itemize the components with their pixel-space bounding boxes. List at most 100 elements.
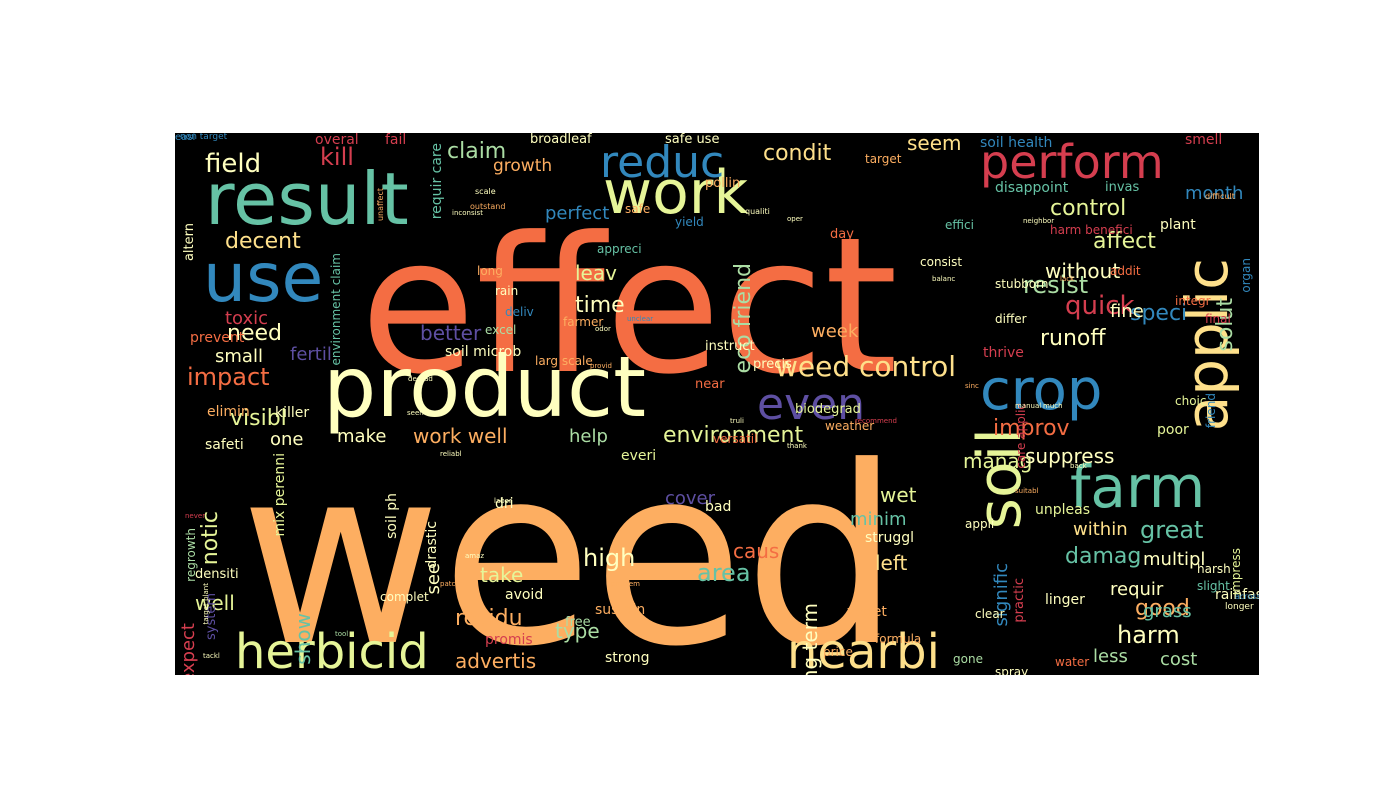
cloud-word: everi xyxy=(621,448,657,464)
cloud-word: long term xyxy=(798,603,822,675)
cloud-word: non target xyxy=(180,133,228,142)
cloud-word: slight xyxy=(1197,579,1230,593)
cloud-word: water xyxy=(1055,655,1090,669)
cloud-word: manual xyxy=(1015,402,1042,410)
cloud-word: multipl xyxy=(1143,549,1206,570)
cloud-word: recommend xyxy=(855,417,897,425)
cloud-word: farmer xyxy=(563,315,604,329)
cloud-word: kill xyxy=(320,143,354,171)
cloud-word: improv xyxy=(993,416,1070,441)
cloud-word: impress xyxy=(1229,548,1243,596)
cloud-word: grass xyxy=(1143,601,1192,622)
cloud-word: damag xyxy=(1065,544,1142,569)
cloud-word: patch xyxy=(440,580,460,588)
cloud-word: good xyxy=(1135,596,1190,621)
cloud-word: drastic xyxy=(424,521,440,569)
cloud-word: pollin xyxy=(705,176,741,191)
cloud-word: soil health xyxy=(980,135,1053,151)
cloud-word: instruct xyxy=(705,339,755,354)
cloud-word: weed control xyxy=(775,350,957,383)
cloud-word: target plant xyxy=(202,583,210,625)
cloud-word: complet xyxy=(380,590,429,604)
cloud-word: cost xyxy=(1160,649,1198,670)
cloud-word: nearbi xyxy=(787,624,940,675)
cloud-word: unpleas xyxy=(1035,502,1091,518)
cloud-word: densiti xyxy=(195,567,239,582)
cloud-word: farm xyxy=(1070,453,1206,521)
cloud-word: growth xyxy=(493,156,553,176)
cloud-word: runoff xyxy=(1040,326,1106,351)
cloud-word: week xyxy=(811,321,859,342)
cloud-word: even xyxy=(757,379,866,430)
cloud-word: show xyxy=(291,613,315,665)
cloud-word: truli xyxy=(730,417,744,425)
cloud-word: unclear xyxy=(627,315,654,323)
cloud-word: tool xyxy=(335,630,349,638)
cloud-word: residu xyxy=(455,606,523,631)
cloud-word: make xyxy=(337,426,387,447)
cloud-word: requir care xyxy=(429,143,445,220)
cloud-word: within xyxy=(1073,519,1128,540)
cloud-word: harm xyxy=(1117,621,1180,649)
cloud-word: affect xyxy=(1093,229,1156,254)
cloud-word: harm benefici xyxy=(1050,223,1133,237)
cloud-word: perfect xyxy=(545,203,610,224)
cloud-word: eco friend xyxy=(731,263,756,374)
cloud-word: practic xyxy=(1012,578,1027,623)
cloud-word: left xyxy=(875,551,908,575)
cloud-word: condit xyxy=(763,141,832,166)
cloud-word: day xyxy=(830,227,854,242)
cloud-word: integr xyxy=(1175,294,1211,308)
cloud-word: product xyxy=(323,338,647,436)
cloud-word: precis xyxy=(753,357,792,372)
cloud-word: promis xyxy=(485,632,533,648)
cloud-word: suppress xyxy=(1025,444,1115,468)
cloud-word: much xyxy=(1043,402,1063,410)
cloud-word: requir xyxy=(1110,579,1164,600)
cloud-word: expect xyxy=(178,623,199,675)
cloud-word: work xyxy=(603,158,749,228)
cloud-word: quick xyxy=(1065,291,1135,321)
cloud-word: friend xyxy=(1204,393,1218,429)
cloud-word: overal xyxy=(315,133,359,148)
cloud-word: sustain xyxy=(595,602,646,618)
cloud-word: oper xyxy=(787,215,803,223)
cloud-word: never xyxy=(185,512,206,520)
cloud-word: excel xyxy=(485,323,517,337)
cloud-word: qualiti xyxy=(745,207,770,216)
cloud-word: spray xyxy=(995,665,1029,675)
cloud-word: resist xyxy=(1023,271,1089,299)
cloud-word: without xyxy=(1045,259,1121,283)
cloud-word: effect xyxy=(360,197,898,416)
cloud-word: thrive xyxy=(983,345,1024,361)
cloud-word: invas xyxy=(1105,180,1140,195)
cloud-word: problem xyxy=(611,580,640,588)
cloud-word: unaffect xyxy=(376,188,385,222)
cloud-word: killer xyxy=(275,405,310,421)
cloud-word: neighbor xyxy=(1023,217,1055,225)
cloud-word: seem xyxy=(907,133,962,155)
cloud-word: soil microb xyxy=(445,344,522,360)
cloud-word: poor xyxy=(1157,422,1189,438)
cloud-word: month xyxy=(1185,183,1244,204)
cloud-word: amaz xyxy=(465,552,485,560)
cloud-word: well xyxy=(195,591,235,615)
cloud-word: rainfast xyxy=(1215,587,1259,603)
cloud-word: degrad xyxy=(408,375,433,383)
cloud-word: take xyxy=(480,563,524,587)
cloud-word: final xyxy=(1205,312,1231,326)
cloud-word: formula xyxy=(875,632,922,646)
cloud-word: prevent xyxy=(190,330,245,346)
cloud-word: need xyxy=(227,321,282,346)
cloud-word: easi xyxy=(175,133,196,143)
cloud-word: long xyxy=(477,264,503,278)
cloud-word: back xyxy=(1070,462,1087,470)
cloud-word: safeti xyxy=(205,437,244,453)
cloud-word: plant xyxy=(1160,217,1196,233)
cloud-word: high xyxy=(583,544,636,572)
cloud-word: dri xyxy=(495,496,514,512)
cloud-word: perform xyxy=(980,135,1164,189)
cloud-word: effici xyxy=(945,218,974,232)
cloud-word: fine xyxy=(1110,301,1144,322)
cloud-word: impact xyxy=(187,363,270,391)
